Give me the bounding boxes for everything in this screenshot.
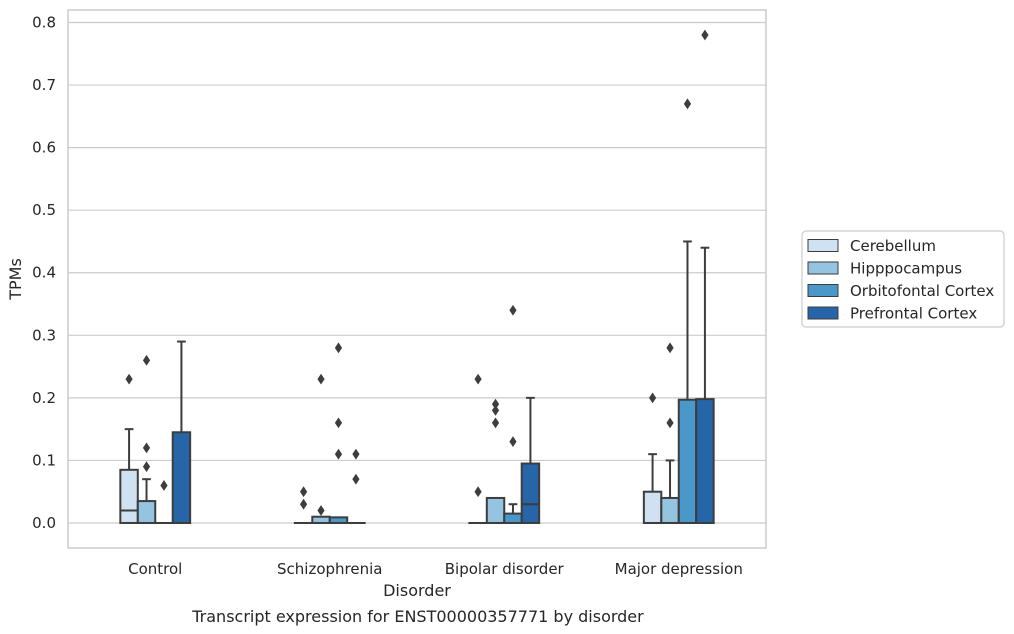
outlier-point [125,373,133,385]
x-tick-label: Control [128,560,182,578]
legend-swatch [807,239,839,252]
outlier-point [352,448,360,460]
outlier-point [317,373,325,385]
y-tick-label: 0.8 [32,14,56,32]
legend-entry-label: Orbitofontal Cortex [850,282,994,300]
y-tick-label: 0.4 [32,264,56,282]
outlier-point [474,486,482,498]
box-body [520,462,541,524]
outlier-point [683,98,692,110]
box-body [485,496,506,524]
box-hipppocampus [660,342,680,524]
outlier-point [334,417,343,429]
outlier-point [352,473,360,485]
outlier-point [474,373,482,385]
legend-entry-label: Hipppocampus [850,260,962,278]
outlier-point [509,304,517,316]
outlier-point [142,442,151,454]
outlier-point [701,29,709,41]
outlier-point [334,448,343,460]
outlier-point [491,404,500,416]
outlier-point [299,486,308,498]
box-hipppocampus [485,398,506,524]
y-tick-label: 0.3 [32,326,56,344]
box-prefrontal-cortex [171,340,192,524]
x-axis-ticks: Control Schizophrenia Bipolar disorder Majo… [128,560,743,578]
box-hipppocampus [311,373,331,524]
y-axis-label: TPMs [6,258,25,301]
box-orbitofontal-cortex [154,480,174,524]
outlier-point [491,398,500,410]
box-orbitofontal-cortex [503,304,523,524]
legend-frame [801,230,1005,328]
box-orbitofontal-cortex [677,98,698,524]
box-body [136,500,157,524]
box-prefrontal-cortex [346,448,366,524]
outlier-point [491,417,500,429]
outlier-point [648,392,657,404]
legend-entry-label: Cerebellum [850,237,936,255]
outlier-point [666,417,674,429]
outlier-point [142,461,151,473]
x-tick-label: Schizophrenia [277,560,382,578]
y-tick-label: 0.5 [32,201,56,219]
y-tick-label: 0.2 [32,389,56,407]
box-prefrontal-cortex [520,396,541,524]
outlier-point [142,354,151,366]
box-cerebellum [119,373,139,524]
box-body [660,496,680,524]
box-cerebellum [293,486,314,524]
outlier-point [299,498,308,510]
x-axis-label: Disorder [383,581,451,600]
box-orbitofontal-cortex [328,342,349,524]
box-body [171,431,192,524]
box-body [119,468,139,524]
box-cerebellum [468,373,488,524]
legend-swatch [807,261,839,275]
legend: Cerebellum Hipppocampus Orbitofontal Corte… [801,230,1005,328]
legend-swatch [807,284,839,297]
y-tick-label: 0.6 [32,139,56,157]
box-body [503,512,523,524]
box-cerebellum [642,392,663,524]
plot-frame [67,9,767,549]
box-body [642,490,663,524]
y-tick-label: 0.0 [32,514,56,532]
legend-swatch [807,306,839,320]
outlier-point [509,436,517,448]
box-body [695,398,715,524]
chart-caption: Transcript expression for ENST0000035777… [191,607,644,626]
box-prefrontal-cortex [695,29,715,524]
y-tick-label: 0.7 [32,76,56,94]
x-tick-label: Major depression [615,560,743,578]
legend-entry-label: Prefrontal Cortex [850,305,977,323]
outlier-point [334,342,343,354]
box-body [677,398,698,524]
outlier-point [666,342,674,354]
outlier-point [317,505,325,516]
y-tick-label: 0.1 [32,451,56,469]
y-axis-ticks: 0.0 0.1 0.2 0.3 0.4 0.5 0.6 0.7 0.8 [32,14,56,532]
outlier-point [160,480,168,491]
box-series [119,29,715,524]
box-hipppocampus [136,354,157,524]
x-tick-label: Bipolar disorder [445,560,565,578]
